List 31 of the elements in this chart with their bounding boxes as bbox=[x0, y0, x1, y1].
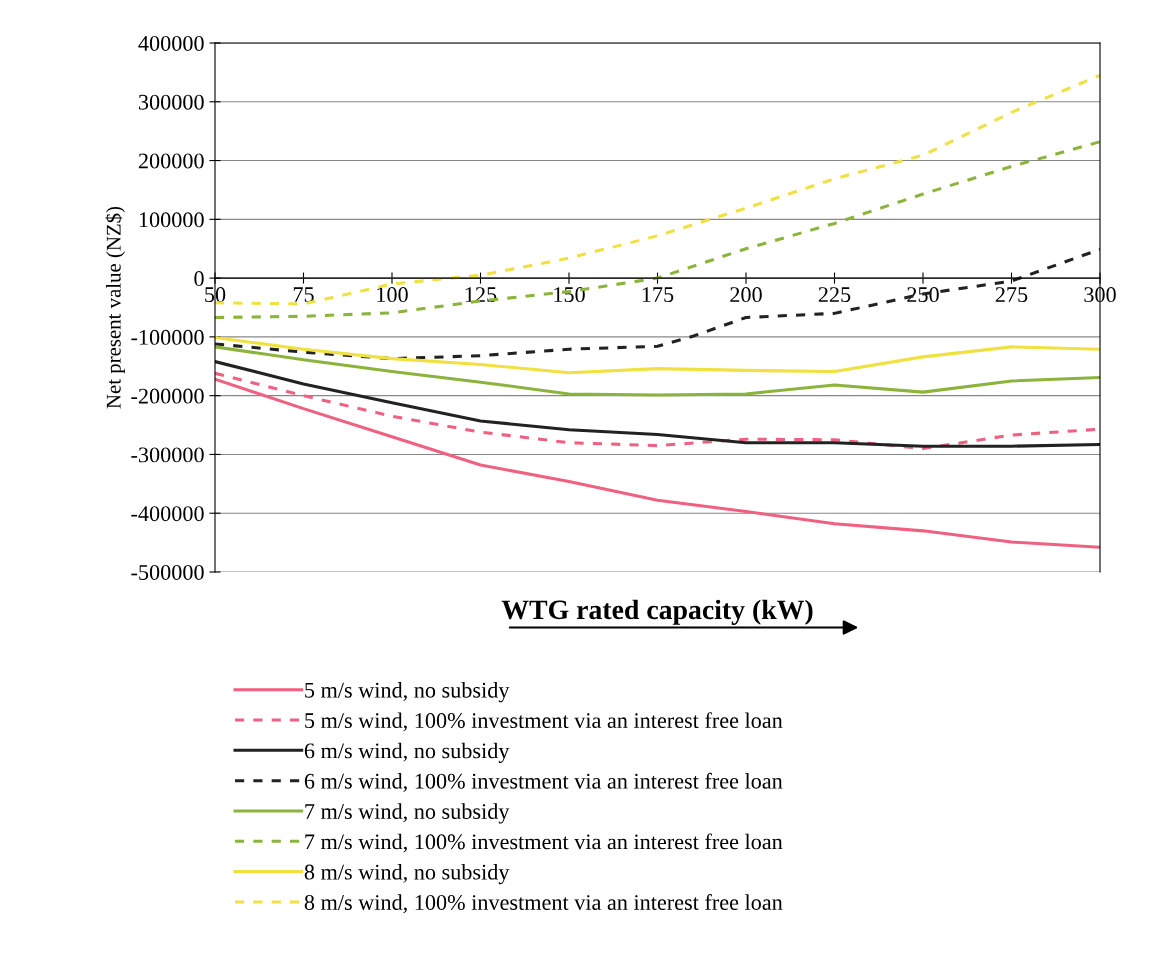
line-series bbox=[215, 360, 1100, 448]
y-tick-label: -400000 bbox=[131, 506, 204, 522]
y-tick-label: -500000 bbox=[131, 564, 204, 580]
legend-label: 5 m/s wind, 100% investment via an interest free loan bbox=[305, 712, 783, 732]
y-tick-label: -200000 bbox=[131, 388, 204, 404]
legend-label: 6 m/s wind, 100% investment via an interest free loan bbox=[304, 772, 783, 792]
y-axis-title: Net present value (NZ$) bbox=[105, 206, 125, 409]
x-tick-label: 175 bbox=[642, 287, 674, 303]
y-tick-label: -100000 bbox=[131, 329, 204, 345]
x-tick-label: 275 bbox=[995, 287, 1028, 303]
y-tick-label: -300000 bbox=[131, 447, 204, 463]
x-tick-label: 100 bbox=[377, 287, 408, 303]
legend-label: 5 m/s wind, no subsidy bbox=[305, 682, 510, 703]
x-tick-label: 200 bbox=[730, 287, 762, 303]
legend-label: 8 m/s wind, no subsidy bbox=[304, 863, 510, 885]
y-tick-label: 300000 bbox=[138, 94, 204, 110]
x-axis-title: WTG rated capacity (kW) bbox=[501, 599, 813, 625]
line-series bbox=[215, 377, 1100, 549]
y-tick-label: 0 bbox=[194, 271, 204, 287]
y-tick-label: 400000 bbox=[138, 35, 204, 51]
x-tick-label: 75 bbox=[293, 287, 314, 303]
x-tick-label: 225 bbox=[818, 287, 851, 303]
line-series bbox=[215, 345, 1100, 397]
legend-label: 7 m/s wind, 100% investment via an interest free loan bbox=[305, 833, 783, 853]
legend-label: 6 m/s wind, no subsidy bbox=[304, 742, 510, 763]
x-tick-label: 150 bbox=[554, 287, 585, 303]
legend-label: 8 m/s wind, 100% investment via an interest free loan bbox=[304, 894, 783, 914]
y-tick-label: 200000 bbox=[138, 153, 204, 169]
y-tick-label: 100000 bbox=[139, 212, 204, 228]
line-series bbox=[215, 335, 1100, 375]
legend-label: 7 m/s wind, no subsidy bbox=[305, 803, 510, 824]
